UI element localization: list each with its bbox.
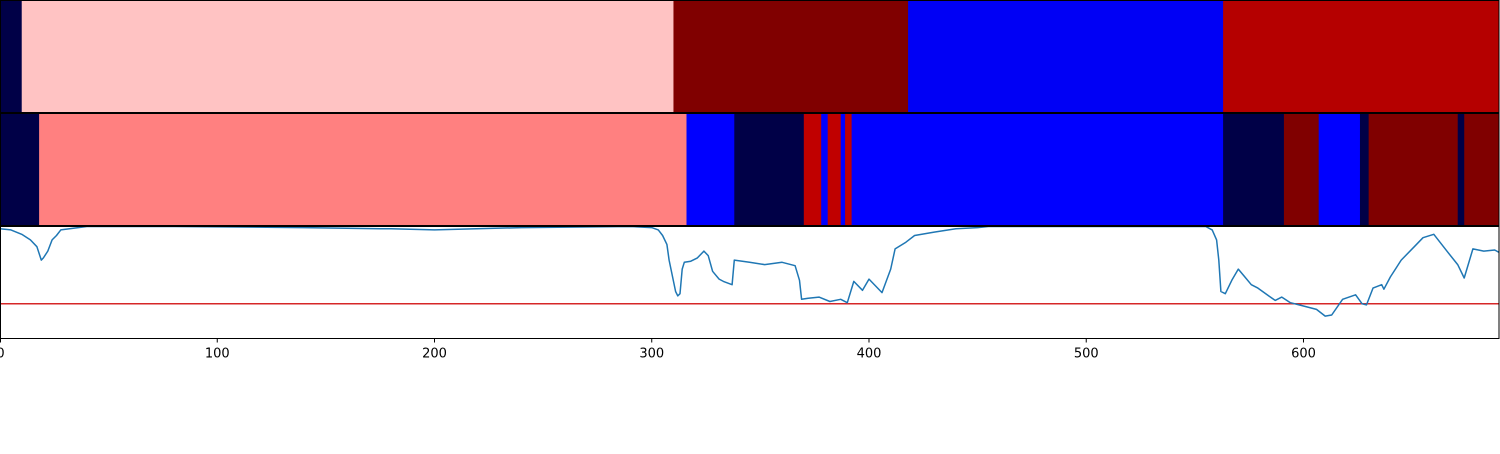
heatmap-segment-1-10 [1223,113,1285,226]
x-tick-label: 500 [1074,347,1099,362]
heatmap-frame-1 [0,113,1500,226]
heatmap-segment-1-13 [1359,113,1370,226]
heatmap-segment-1-7 [840,113,846,226]
x-tick-label: 400 [857,347,882,362]
x-tick-label: 200 [422,347,447,362]
heatmap-segment-1-6 [827,113,842,226]
heatmap-top [0,0,1500,113]
x-tick-label: 600 [1291,347,1316,362]
heatmap-segment-1-14 [1368,113,1459,226]
series-line-0 [0,226,1499,317]
line-panel [0,226,1500,339]
heatmap-segment-1-8 [845,113,853,226]
heatmap-segment-1-9 [851,113,1224,226]
line-panel-frame [0,226,1500,339]
heatmap-segment-1-11 [1283,113,1320,226]
heatmap-segment-1-2 [686,113,735,226]
heatmap-segment-1-12 [1318,113,1361,226]
x-axis: 0 100 200 300 400 500 600 [0,338,1316,362]
heatmap-segment-1-5 [821,113,829,226]
heatmap-segment-0-3 [908,0,1224,113]
heatmap-segment-0-0 [0,0,23,113]
heatmap-segment-1-3 [734,113,805,226]
x-tick-label: 100 [205,347,230,362]
heatmap-segment-1-0 [0,113,40,226]
heatmap-frame-0 [0,0,1500,113]
heatmap-segment-1-4 [803,113,822,226]
heatmap-segment-1-1 [39,113,687,226]
x-tick-label: 300 [639,347,664,362]
heatmap-middle [0,113,1500,226]
heatmap-segment-0-4 [1223,0,1500,113]
x-tick-label: 0 [0,347,5,362]
heatmap-segment-1-16 [1464,113,1500,226]
heatmap-segment-0-2 [673,0,909,113]
heatmap-segment-1-15 [1457,113,1465,226]
heatmap-segment-0-1 [21,0,674,113]
